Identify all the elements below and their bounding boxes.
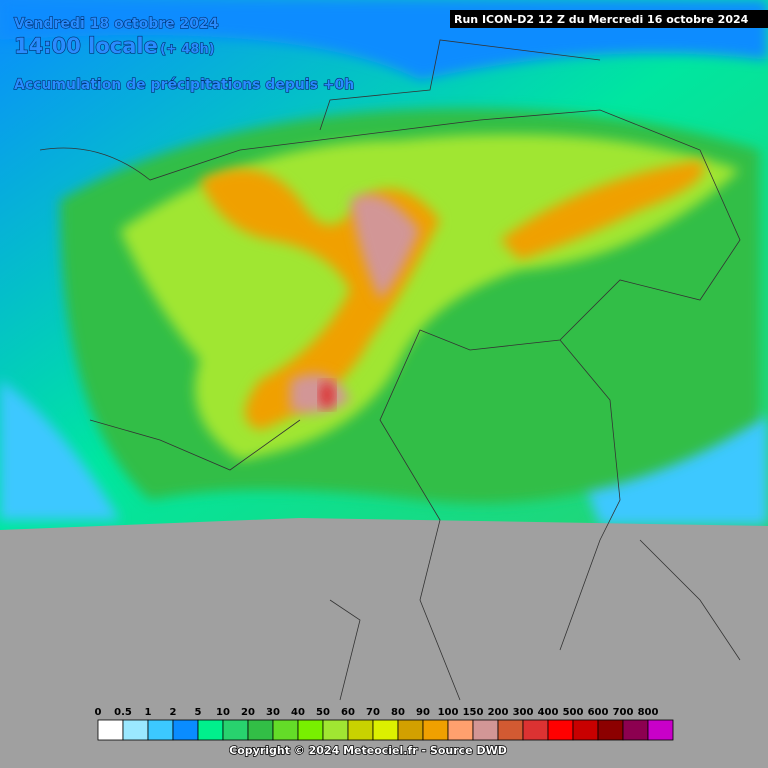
legend-swatch xyxy=(122,719,149,741)
legend-label: 150 xyxy=(463,707,484,718)
legend-swatch xyxy=(97,719,124,741)
legend-label: 80 xyxy=(391,707,405,718)
legend-swatch xyxy=(272,719,299,741)
legend-swatch xyxy=(622,719,649,741)
legend-swatch xyxy=(447,719,474,741)
run-box xyxy=(450,10,768,28)
subtitle: Accumulation de précipitations depuis +0… xyxy=(14,77,354,93)
legend-swatch xyxy=(247,719,274,741)
legend-label: 5 xyxy=(195,707,202,718)
legend-swatch xyxy=(297,719,324,741)
offset-label: (+ 48h) xyxy=(160,42,215,57)
legend-swatch xyxy=(647,719,674,741)
legend-label: 100 xyxy=(438,707,459,718)
legend-label: 2 xyxy=(170,707,177,718)
legend-swatch xyxy=(322,719,349,741)
date-title: Vendredi 18 octobre 2024 xyxy=(14,16,219,32)
legend-swatch xyxy=(172,719,199,741)
legend-label: 0.5 xyxy=(114,707,132,718)
legend-label: 10 xyxy=(216,707,230,718)
legend-label: 1 xyxy=(145,707,152,718)
legend-label: 30 xyxy=(266,707,280,718)
legend-swatch xyxy=(497,719,524,741)
legend-label: 60 xyxy=(341,707,355,718)
copyright: Copyright © 2024 Meteociel.fr - Source D… xyxy=(229,744,507,757)
legend-swatch xyxy=(422,719,449,741)
legend-label: 300 xyxy=(513,707,534,718)
legend-swatch xyxy=(472,719,499,741)
legend-label: 400 xyxy=(538,707,559,718)
legend-label: 50 xyxy=(316,707,330,718)
legend-label: 90 xyxy=(416,707,430,718)
legend-label: 200 xyxy=(488,707,509,718)
legend-swatch xyxy=(572,719,599,741)
legend: 0 0.5 1 2 5 10 20 30 40 50 60 70 80 90 100 150 200 300 400… xyxy=(95,707,674,741)
legend-swatch xyxy=(522,719,549,741)
legend-swatch xyxy=(397,719,424,741)
legend-label: 700 xyxy=(613,707,634,718)
legend-label: 0 xyxy=(95,707,102,718)
legend-swatch xyxy=(597,719,624,741)
run-label: Run ICON-D2 12 Z du Mercredi 16 octobre … xyxy=(454,13,749,26)
legend-swatch xyxy=(222,719,249,741)
legend-swatch xyxy=(197,719,224,741)
legend-swatch xyxy=(372,719,399,741)
legend-label: 20 xyxy=(241,707,255,718)
legend-label: 40 xyxy=(291,707,305,718)
legend-swatch xyxy=(147,719,174,741)
legend-label: 500 xyxy=(563,707,584,718)
legend-swatch xyxy=(547,719,574,741)
time-title: 14:00 locale xyxy=(14,34,158,58)
legend-label: 800 xyxy=(638,707,659,718)
legend-label: 70 xyxy=(366,707,380,718)
legend-swatch xyxy=(347,719,374,741)
legend-label: 600 xyxy=(588,707,609,718)
